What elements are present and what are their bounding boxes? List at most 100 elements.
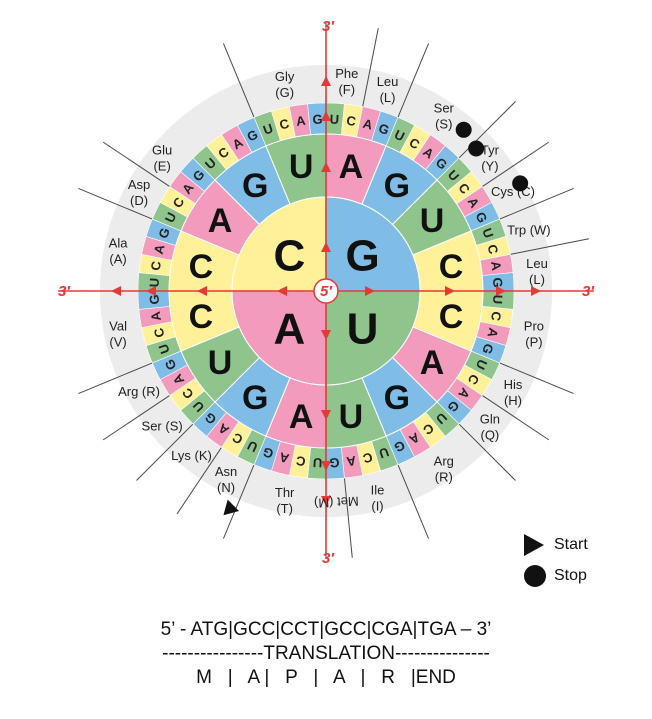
translation-divider: ----------------TRANSLATION-------------… [162, 643, 490, 664]
right-prime-label: 3′ [582, 283, 595, 300]
center-circle [313, 278, 339, 304]
third-base-letter: C [488, 310, 504, 322]
second-base-letter: U [208, 344, 233, 382]
axis-arrow [146, 286, 156, 296]
second-base-letter: C [439, 248, 464, 286]
amino-acid-code: (Y) [481, 159, 498, 174]
first-base-letter: U [347, 305, 379, 354]
codon-wheel: U C A G U CAGUCAGUCAGUCAGUCAGUCAGUCAGUCAGUCAG… [58, 18, 595, 567]
amino-acid-label: Gln(Q) [480, 411, 500, 442]
amino-acid-divider [78, 187, 153, 220]
amino-acid-name: Lys (K) [171, 448, 212, 463]
axis-arrow [197, 286, 207, 296]
amino-acid-code: (S) [435, 117, 452, 132]
legend-start-label: Start [554, 536, 588, 553]
third-base-letter: C [361, 449, 374, 466]
amino-acid-label: Leu(L) [526, 256, 548, 287]
second-base-letter: C [189, 248, 214, 286]
amino-acid-label: Glu(E) [152, 143, 172, 174]
amino-acid-name: Gly [275, 69, 295, 84]
amino-acid-code: (L) [529, 272, 545, 287]
amino-acid-divider [499, 362, 574, 395]
third-base-letter: U [490, 294, 505, 304]
amino-acid-label: Ser (S) [142, 418, 183, 433]
third-base-letter: G [146, 294, 161, 305]
amino-acid-name: Met (M) [314, 494, 359, 511]
amino-acid-code: (P) [525, 334, 542, 349]
axis-arrow [321, 410, 331, 420]
amino-acid-code: (V) [109, 334, 126, 349]
amino-acid-label: Phe(F) [335, 66, 358, 97]
amino-acid-name: Tyr [481, 143, 500, 158]
axis-arrow [321, 111, 331, 121]
third-base-letter: A [345, 453, 357, 469]
amino-acid-name: Ser (S) [142, 418, 183, 433]
second-base-letter: A [339, 148, 364, 186]
amino-acid-name: Thr [275, 485, 295, 500]
amino-acid-code: (A) [109, 252, 126, 267]
second-base-letter: C [439, 298, 464, 336]
axis-arrow [321, 461, 331, 471]
top-prime-label: 3′ [322, 18, 335, 35]
amino-acid-name: Trp (W) [507, 222, 551, 237]
amino-acid-divider [499, 187, 574, 220]
amino-acid-label: Gly(G) [275, 69, 295, 100]
third-base-letter: A [361, 116, 374, 133]
amino-acid-name: Pro [524, 318, 544, 333]
amino-acid-divider [482, 395, 550, 441]
amino-acid-name: Ile [371, 483, 385, 498]
third-base-letter: C [345, 113, 357, 129]
amino-acid-name: Val [109, 318, 127, 333]
amino-acid-name: Leu [526, 256, 548, 271]
legend-stop-label: Stop [554, 567, 587, 584]
amino-acid-label: Arg (R) [118, 384, 160, 399]
second-base-letter: A [208, 202, 233, 240]
amino-acid-name: Arg [434, 453, 454, 468]
amino-acid-name: Asn [215, 464, 237, 479]
amino-acid-divider [510, 238, 589, 255]
third-base-letter: A [488, 260, 504, 272]
amino-acid-label: Val(V) [109, 318, 127, 349]
amino-acid-name: His [504, 377, 523, 392]
third-base-letter: U [329, 111, 339, 126]
third-base-letter: U [146, 278, 161, 288]
amino-acid-divider [458, 423, 516, 481]
amino-acid-label: Ile(I) [371, 483, 385, 514]
amino-acid-label: Asp(D) [128, 177, 150, 208]
stop-codon-marker [455, 121, 472, 138]
bottom-prime-label: 3′ [322, 550, 335, 567]
start-codon-marker [223, 499, 239, 516]
amino-acid-divider [362, 28, 379, 107]
amino-acid-code: (F) [338, 82, 355, 97]
third-base-letter: U [313, 455, 323, 470]
left-prime-label: 3′ [58, 283, 71, 300]
third-base-letter: G [490, 277, 505, 288]
amino-acid-name: Glu [152, 143, 172, 158]
axis-arrow [321, 162, 331, 172]
start-stop-markers [223, 121, 529, 516]
second-base-letter: G [384, 167, 410, 205]
amino-acid-labels: Phe(F)Leu(L)Ser(S)Tyr(Y)Cys (C)Trp (W)Le… [109, 66, 551, 516]
third-base-letter: G [312, 111, 323, 126]
amino-acid-label: Thr(T) [275, 485, 295, 516]
amino-acid-code: (N) [217, 480, 235, 495]
axis-arrow [445, 286, 455, 296]
amino-acid-divider [78, 362, 153, 395]
amino-acid-divider [102, 395, 170, 441]
amino-acid-code: (L) [380, 90, 396, 105]
third-base-letter: G [155, 226, 173, 241]
amino-acid-label: Ser(S) [434, 101, 455, 132]
amino-acid-divider [397, 43, 430, 118]
stop-codon-marker [468, 140, 485, 157]
first-base-quadrant [231, 290, 327, 386]
third-base-letter: A [151, 242, 168, 255]
axis-arrow [277, 286, 287, 296]
amino-acid-name: Gln [480, 411, 500, 426]
amino-acid-label: Lys (K) [171, 448, 212, 463]
second-base-letter: C [189, 298, 214, 336]
third-base-letter: C [278, 116, 291, 133]
second-base-letter: U [289, 148, 314, 186]
axis-arrow [321, 242, 331, 252]
